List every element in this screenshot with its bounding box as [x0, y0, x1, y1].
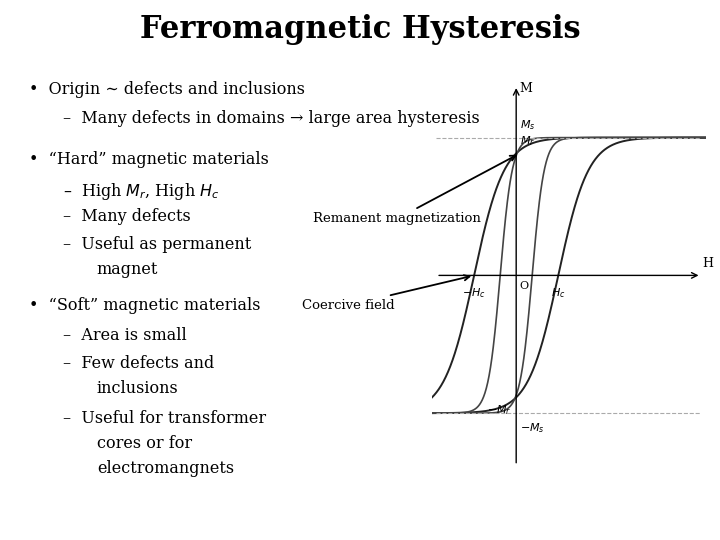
Text: $M_r$: $M_r$	[520, 134, 535, 148]
Text: •  “Soft” magnetic materials: • “Soft” magnetic materials	[30, 298, 261, 314]
Text: M: M	[520, 83, 532, 96]
Text: $H_c$: $H_c$	[551, 286, 565, 300]
Text: cores or for: cores or for	[96, 435, 192, 452]
Text: –  Few defects and: – Few defects and	[63, 355, 215, 372]
Text: H: H	[702, 257, 714, 270]
Text: electromangnets: electromangnets	[96, 460, 234, 477]
Text: –  Many defects in domains → large area hysteresis: – Many defects in domains → large area h…	[63, 110, 480, 127]
Text: –  Many defects: – Many defects	[63, 208, 191, 225]
Text: –  High $\mathit{M}_r$, High $\mathit{H}_c$: – High $\mathit{M}_r$, High $\mathit{H}_…	[63, 180, 220, 201]
Text: O: O	[520, 281, 528, 291]
Text: Remanent magnetization: Remanent magnetization	[313, 156, 516, 225]
Text: –  Useful for transformer: – Useful for transformer	[63, 410, 266, 427]
Text: inclusions: inclusions	[96, 380, 179, 397]
Text: Coercive field: Coercive field	[302, 275, 469, 312]
Text: $-M_r$: $-M_r$	[487, 403, 512, 417]
Text: Ferromagnetic Hysteresis: Ferromagnetic Hysteresis	[140, 14, 580, 45]
Text: –  Useful as permanent: – Useful as permanent	[63, 237, 251, 253]
Text: –  Area is small: – Area is small	[63, 327, 186, 344]
Text: magnet: magnet	[96, 261, 158, 278]
Text: $-M_s$: $-M_s$	[520, 421, 544, 435]
Text: $M_s$: $M_s$	[520, 118, 535, 132]
Text: •  Origin ∼ defects and inclusions: • Origin ∼ defects and inclusions	[30, 81, 305, 98]
Text: $-H_c$: $-H_c$	[462, 286, 486, 300]
Text: •  “Hard” magnetic materials: • “Hard” magnetic materials	[30, 151, 269, 168]
